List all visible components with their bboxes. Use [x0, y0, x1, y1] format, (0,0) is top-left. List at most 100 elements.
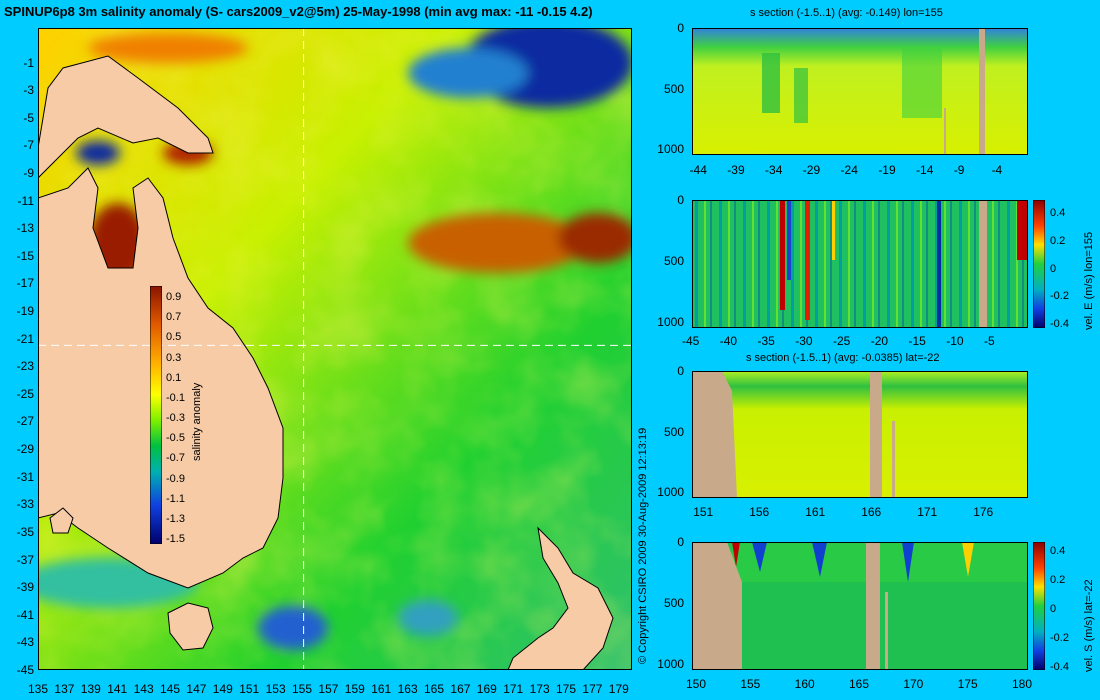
panel-2-x-tick: -20: [870, 334, 889, 348]
panel-2-x-tick: -10: [946, 334, 964, 348]
panel-1-plot: [692, 28, 1028, 155]
panel-1-x-tick: -4: [991, 163, 1003, 177]
map-colorbar-tick: -0.7: [166, 452, 185, 465]
panel-4-colorbar-label: vel. S (m/s) lat=-22: [1083, 579, 1095, 672]
panel-2-x-tick: -45: [682, 334, 700, 348]
map-colorbar-tick: 0.3: [166, 351, 182, 364]
panel-4-x-tick: 170: [903, 677, 924, 691]
map-y-tick: -35: [16, 524, 34, 539]
panel-2-y-tick: 0: [677, 193, 684, 207]
map-x-tick: 143: [133, 682, 154, 696]
panel-2-x-tick: -25: [833, 334, 851, 348]
panel-2-y-tick: 1000: [657, 315, 684, 329]
panel-2-x-tick: -40: [719, 334, 738, 348]
panel-4-y-tick: 1000: [657, 657, 684, 671]
map-y-tick: -41: [16, 607, 34, 622]
map-y-tick: -9: [23, 165, 34, 180]
map-colorbar-tick: -1.3: [166, 512, 185, 525]
panel-4-x-tick: 180: [1012, 677, 1033, 691]
map-x-tick: 161: [371, 682, 392, 696]
panel-1-x-tick: -39: [727, 163, 745, 177]
panel-1-x-tick: -29: [802, 163, 821, 177]
map-y-tick: -29: [16, 442, 34, 457]
map-x-tick: 169: [476, 682, 497, 696]
map-colorbar-tick: -0.1: [166, 391, 185, 404]
panel-2-colorbar: [1033, 200, 1045, 328]
panel-4-x-tick: 155: [740, 677, 761, 691]
panel-2-colorbar-tick: 0.2: [1050, 234, 1066, 247]
panel-3-plot: [692, 371, 1028, 498]
panel-2-y-tick: 500: [663, 254, 684, 268]
panel-2-plot: [692, 200, 1028, 328]
panel-3-title: s section (-1.5..1) (avg: -0.0385) lat=-…: [746, 352, 940, 364]
map-x-tick: 153: [265, 682, 286, 696]
map-x-tick: 155: [292, 682, 313, 696]
map-colorbar-tick: -0.5: [166, 432, 185, 445]
panel-4-colorbar-tick: 0.4: [1050, 545, 1066, 557]
map-colorbar-tick: -1.5: [166, 533, 185, 545]
panel-4-x-tick: 165: [849, 677, 870, 691]
panel-1-y-tick: 1000: [657, 142, 684, 156]
map-y-tick: -27: [16, 414, 34, 429]
map-x-tick: 141: [107, 682, 128, 696]
panel-4-y-tick: 500: [663, 596, 684, 610]
map-colorbar-label: salinity anomaly: [191, 382, 203, 461]
copyright-notice: © Copyright CSIRO 2009 30-Aug-2009 12:13…: [637, 427, 649, 664]
map-y-tick: -37: [16, 552, 34, 567]
panel-1-x-tick: -44: [689, 163, 707, 177]
map-plot-area: [38, 28, 632, 670]
panel-1-x-tick: -34: [765, 163, 783, 177]
map-x-tick: 159: [344, 682, 365, 696]
panel-2-x-tick: -5: [984, 334, 995, 348]
panel-1-x-tick: -19: [878, 163, 896, 177]
map-x-tick: 179: [608, 682, 629, 696]
map-y-tick: -39: [16, 580, 34, 595]
panel-4-colorbar-tick: -0.4: [1050, 661, 1069, 673]
panel-2-x-tick: -15: [908, 334, 926, 348]
panel-2-colorbar-tick: -0.4: [1050, 318, 1069, 330]
panel-2-x-tick: -30: [795, 334, 813, 348]
map-x-tick: 145: [160, 682, 181, 696]
map-x-tick: 165: [424, 682, 445, 696]
map-y-tick: -5: [23, 110, 34, 125]
map-colorbar-tick: 0.7: [166, 311, 182, 324]
map-x-tick: 151: [239, 682, 260, 696]
map-y-tick: -1: [23, 55, 34, 70]
map-x-tick: 173: [529, 682, 550, 696]
panel-2-colorbar-label: vel. E (m/s) lon=155: [1083, 231, 1095, 330]
map-y-tick: -21: [16, 331, 34, 346]
map-y-tick: -25: [16, 386, 34, 401]
map-x-tick: 137: [54, 682, 75, 696]
map-x-tick: 157: [318, 682, 339, 696]
panel-3-y-tick: 1000: [657, 485, 684, 499]
panel-2-colorbar-tick: 0.4: [1050, 207, 1066, 219]
panel-1-x-tick: -24: [840, 163, 858, 177]
panel-4-x-tick: 175: [957, 677, 978, 691]
map-colorbar-tick: 0.5: [166, 331, 182, 344]
panel-3-y-tick: 500: [663, 424, 684, 439]
chart-title: SPINUP6p8 3m salinity anomaly (S- cars20…: [4, 4, 593, 19]
panel-3-x-tick: 151: [693, 505, 714, 519]
panel-1-title: s section (-1.5..1) (avg: -0.149) lon=15…: [750, 7, 943, 19]
panel-3-x-tick: 171: [917, 505, 938, 519]
panel-4-colorbar-tick: 0: [1050, 603, 1057, 615]
panel-4-x-tick: 150: [686, 677, 707, 691]
map-y-tick: -13: [16, 221, 34, 236]
map-y-tick: -7: [23, 138, 34, 153]
panel-4-colorbar: [1033, 542, 1045, 670]
map-x-tick: 171: [503, 682, 524, 696]
map-x-tick: 147: [186, 682, 207, 696]
map-y-tick: -19: [16, 304, 34, 319]
map-colorbar-tick: -1.1: [166, 492, 185, 505]
map-x-tick: 163: [397, 682, 418, 696]
map-x-tick: 177: [582, 682, 603, 696]
map-y-tick: -33: [16, 497, 34, 512]
panel-1-x-tick: -14: [916, 163, 934, 177]
map-y-tick: -43: [16, 635, 34, 650]
map-y-tick: -45: [16, 663, 34, 677]
map-y-tick: -3: [23, 83, 34, 98]
panel-3-x-tick: 161: [805, 505, 826, 519]
panel-4-plot: [692, 542, 1028, 670]
panel-2-x-tick: -35: [757, 334, 775, 348]
map-y-tick: -15: [16, 248, 34, 263]
